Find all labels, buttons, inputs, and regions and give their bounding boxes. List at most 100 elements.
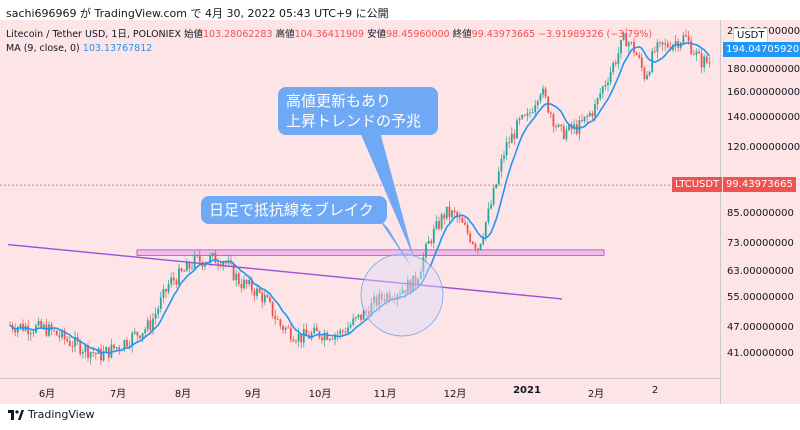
- candle-down: [458, 217, 461, 219]
- candle-up: [84, 345, 87, 353]
- candle-up: [61, 330, 63, 338]
- callout-breakout[interactable]: 日足で抵抗線をブレイク: [201, 196, 387, 224]
- plot-area[interactable]: [0, 20, 720, 404]
- candle-down: [383, 299, 386, 302]
- candle-down: [279, 319, 282, 326]
- candle-down: [149, 320, 152, 331]
- candle-down: [53, 330, 56, 331]
- time-tick-label: 10月: [308, 389, 332, 400]
- candle-down: [50, 324, 53, 331]
- candle-down: [666, 43, 669, 48]
- open-label: 始値: [184, 29, 204, 40]
- candle-up: [604, 85, 607, 87]
- candle-up: [74, 337, 76, 347]
- candle-down: [438, 221, 440, 229]
- candle-up: [536, 100, 539, 106]
- candle-up: [146, 320, 149, 330]
- candle-up: [674, 41, 677, 45]
- candle-up: [313, 327, 316, 334]
- candle-up: [222, 262, 225, 266]
- candle-down: [139, 335, 141, 339]
- candle-up: [211, 253, 214, 256]
- candle-down: [690, 40, 693, 55]
- chart-frame[interactable]: Litecoin / Tether USD, 1日, POLONIEX 始値 10…: [0, 20, 800, 404]
- candle-down: [513, 133, 516, 139]
- candle-up: [32, 332, 35, 334]
- candle-down: [40, 320, 43, 328]
- candle-down: [687, 36, 690, 41]
- candle-up: [396, 294, 399, 300]
- candle-up: [386, 293, 388, 302]
- price-tick-label: 85.00000000: [727, 208, 794, 220]
- price-chart[interactable]: [0, 20, 720, 378]
- candle-up: [630, 41, 633, 43]
- tradingview-logo-icon: [8, 409, 24, 420]
- callout-uptrend-pointer: [360, 132, 414, 258]
- candle-up: [185, 262, 188, 272]
- candle-up: [37, 320, 40, 326]
- time-tick-label: 12月: [443, 389, 467, 400]
- candle-up: [141, 333, 144, 339]
- ma-line: [9, 41, 711, 355]
- candle-up: [399, 293, 401, 295]
- time-axis[interactable]: 6月 7月 8月 9月 10月 11月 12月 2021 2月 2: [0, 378, 720, 404]
- callout-uptrend[interactable]: 高値更新もあり 上昇トレンドの予兆: [278, 87, 438, 135]
- candle-down: [305, 329, 308, 336]
- candle-up: [310, 333, 313, 339]
- candle-down: [705, 56, 708, 63]
- price-tick-label: 140.00000000: [727, 112, 800, 124]
- candle-up: [209, 255, 212, 263]
- resistance-zone: [136, 249, 605, 256]
- candle-up: [48, 324, 50, 336]
- high-label: 高値: [275, 29, 295, 40]
- candle-up: [227, 260, 230, 264]
- candle-up: [422, 257, 425, 273]
- candle-down: [94, 352, 97, 354]
- breakout-circle: [360, 253, 444, 337]
- callout-uptrend-line2: 上昇トレンドの予兆: [286, 112, 422, 130]
- candle-down: [245, 279, 248, 285]
- candle-up: [105, 347, 108, 352]
- time-tick-label: 7月: [109, 389, 127, 400]
- candle-down: [79, 341, 82, 354]
- candle-down: [289, 327, 292, 340]
- candle-down: [58, 335, 61, 338]
- candle-up: [362, 310, 365, 320]
- currency-label[interactable]: USDT: [733, 28, 769, 43]
- candle-up: [425, 243, 427, 258]
- candle-down: [560, 124, 563, 127]
- candle-down: [388, 293, 391, 301]
- candle-up: [370, 302, 373, 317]
- candle-down: [14, 329, 17, 333]
- candle-up: [620, 39, 622, 54]
- candle-up: [612, 62, 615, 72]
- ma-label[interactable]: MA (9, close, 0): [6, 43, 80, 54]
- candle-up: [703, 56, 706, 68]
- candle-down: [508, 142, 511, 144]
- symbol-name[interactable]: Litecoin / Tether USD, 1日, POLONIEX: [6, 29, 181, 40]
- candle-up: [334, 334, 336, 340]
- candle-up: [152, 318, 154, 331]
- candle-up: [352, 318, 355, 325]
- candle-down: [214, 253, 217, 264]
- candle-up: [123, 340, 126, 350]
- candle-up: [157, 308, 160, 314]
- candle-up: [349, 324, 352, 328]
- candle-up: [479, 243, 482, 250]
- candle-down: [198, 255, 201, 262]
- candle-down: [321, 337, 323, 341]
- price-axis[interactable]: 220.00000000200.00000000180.00000000160.…: [720, 20, 800, 404]
- candle-up: [284, 327, 287, 330]
- close-label: 終値: [452, 29, 472, 40]
- candle-down: [258, 288, 261, 293]
- candle-up: [167, 284, 170, 292]
- candle-up: [178, 268, 180, 285]
- publish-info: sachi696969 が TradingView.com で 4月 30, 2…: [6, 7, 389, 20]
- candle-up: [243, 279, 245, 289]
- candle-up: [417, 279, 420, 285]
- candle-down: [274, 316, 277, 320]
- candle-up: [435, 221, 438, 229]
- candle-up: [588, 112, 591, 117]
- candle-down: [287, 327, 290, 329]
- candle-up: [248, 279, 251, 285]
